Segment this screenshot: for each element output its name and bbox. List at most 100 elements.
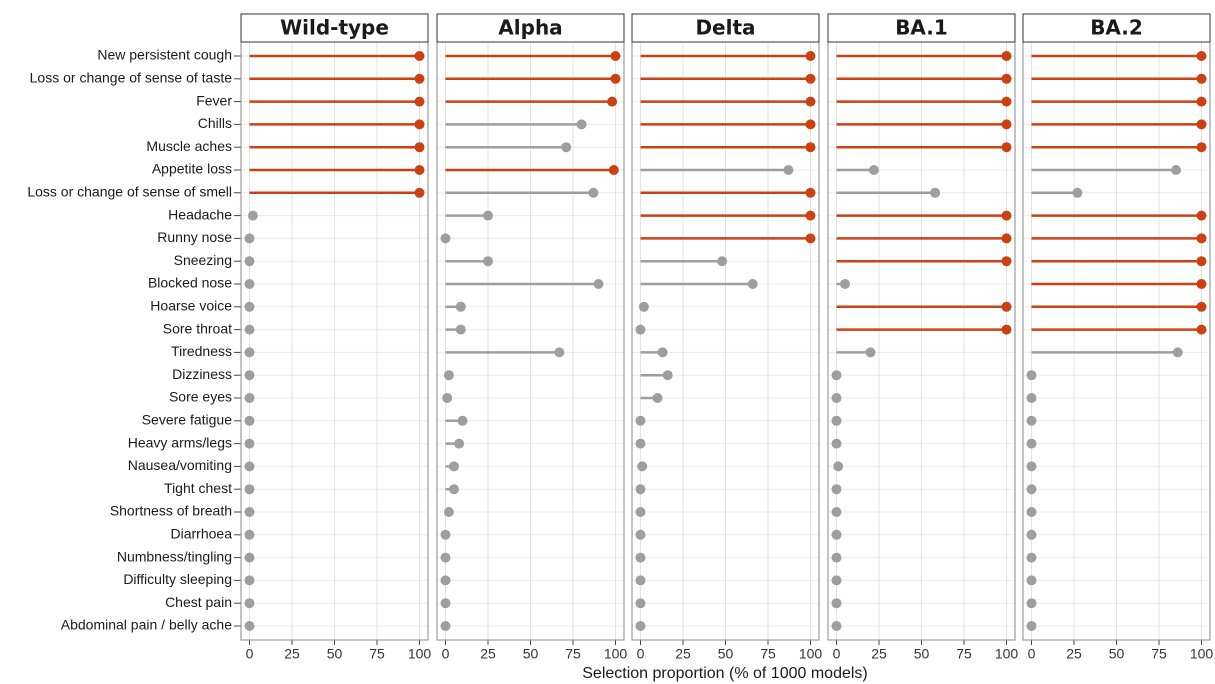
dot <box>635 575 646 586</box>
dot <box>1001 256 1012 267</box>
dot <box>1001 142 1012 153</box>
y-tick-label: Muscle aches <box>146 138 232 154</box>
dot <box>449 484 459 495</box>
dot <box>840 279 850 289</box>
dot <box>831 552 842 563</box>
dot <box>1001 210 1012 221</box>
dot <box>831 529 842 540</box>
dot <box>1001 51 1012 61</box>
dot <box>1001 96 1012 107</box>
x-tick-label: 25 <box>675 646 691 662</box>
y-tick-label: Chest pain <box>165 594 232 610</box>
dot <box>831 438 842 449</box>
dot <box>1196 119 1207 130</box>
dot <box>1026 484 1037 495</box>
dot <box>831 484 842 495</box>
y-tick-label: Loss or change of sense of taste <box>30 70 233 86</box>
dot <box>783 165 794 175</box>
x-tick-label: 100 <box>604 646 628 662</box>
strip <box>240 13 429 43</box>
dot <box>1196 142 1207 153</box>
dot <box>483 210 493 221</box>
dot <box>747 279 758 289</box>
dot <box>717 256 728 267</box>
dot <box>440 529 451 540</box>
x-tick-label: 0 <box>1028 646 1036 662</box>
dot <box>831 415 842 426</box>
dot <box>637 461 648 472</box>
dot <box>1196 51 1207 61</box>
dot <box>635 552 646 563</box>
dot <box>554 347 565 358</box>
dot <box>244 552 255 563</box>
dot <box>440 552 451 563</box>
x-tick-label: 100 <box>995 646 1019 662</box>
strip <box>1022 13 1211 43</box>
dot <box>414 73 425 84</box>
dot <box>805 119 816 130</box>
x-tick-label: 50 <box>523 646 539 662</box>
dot <box>865 347 876 358</box>
panel-title: Wild-type <box>280 16 389 40</box>
dot <box>1001 119 1012 130</box>
dot <box>1001 301 1012 312</box>
dot <box>440 575 451 586</box>
x-tick-label: 50 <box>1109 646 1125 662</box>
panel-title: BA.2 <box>1090 16 1143 40</box>
y-tick-label: Abdominal pain / belly ache <box>61 617 232 633</box>
x-tick-label: 0 <box>246 646 254 662</box>
dot <box>1026 552 1037 563</box>
dot <box>454 438 465 449</box>
dot <box>635 529 646 540</box>
y-tick-label: Headache <box>168 206 232 222</box>
dot <box>1196 301 1207 312</box>
dot <box>635 507 646 517</box>
dot <box>805 142 816 153</box>
dot <box>1026 621 1037 631</box>
x-tick-label: 50 <box>327 646 343 662</box>
dot <box>635 438 646 449</box>
dot <box>244 279 255 289</box>
x-tick-label: 100 <box>1190 646 1214 662</box>
dot <box>443 507 454 517</box>
dot <box>608 165 619 175</box>
dot <box>635 415 646 426</box>
dot <box>635 598 646 609</box>
dot <box>414 142 425 153</box>
dot <box>244 438 255 449</box>
dot <box>805 233 816 244</box>
strip <box>827 13 1016 43</box>
y-tick-label: Runny nose <box>157 229 232 245</box>
y-tick-label: Blocked nose <box>148 275 232 291</box>
dot <box>244 529 255 540</box>
dot <box>831 575 842 586</box>
dot <box>1001 233 1012 244</box>
dot <box>831 621 842 631</box>
x-axis-title: Selection proportion (% of 1000 models) <box>582 665 868 682</box>
x-tick-label: 25 <box>284 646 300 662</box>
dot <box>831 393 842 403</box>
dot <box>414 165 425 175</box>
dot <box>805 210 816 221</box>
dot <box>244 621 255 631</box>
dot <box>1026 370 1037 381</box>
x-tick-label: 0 <box>637 646 645 662</box>
dot <box>1196 210 1207 221</box>
dot <box>440 621 451 631</box>
dot <box>414 51 425 61</box>
x-tick-label: 0 <box>833 646 841 662</box>
dot <box>414 187 425 198</box>
dot <box>1026 393 1037 403</box>
dot <box>414 119 425 130</box>
dot <box>561 142 572 153</box>
dot <box>1001 73 1012 84</box>
dot <box>443 370 454 381</box>
dot <box>588 187 599 198</box>
dot <box>440 598 451 609</box>
dot <box>638 301 649 312</box>
y-tick-label: Heavy arms/legs <box>128 434 232 450</box>
dot <box>244 415 255 426</box>
dot <box>1026 529 1037 540</box>
y-tick-label: Loss or change of sense of smell <box>27 184 232 200</box>
